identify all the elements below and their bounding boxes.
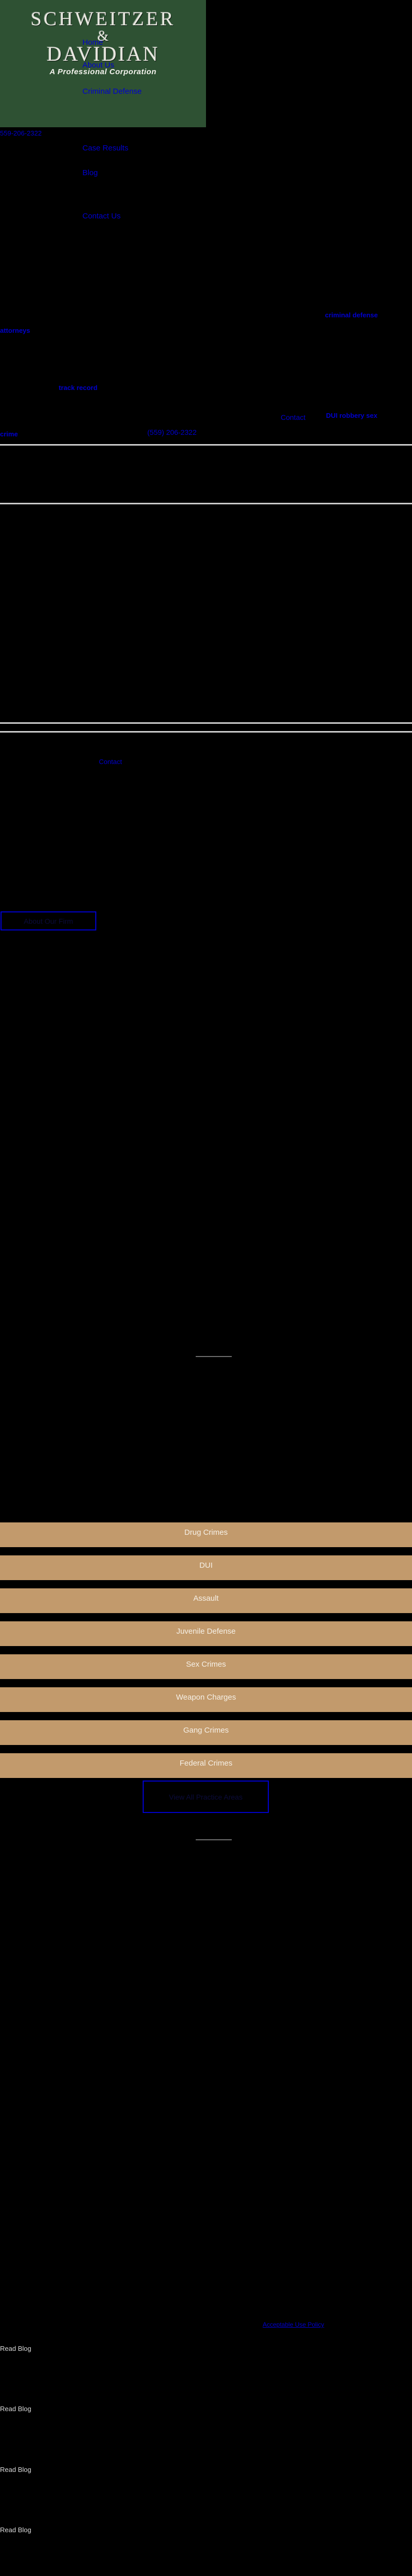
hero-phone-link[interactable]: (559) 206-2322 [147,428,197,436]
header-phone-link[interactable]: 559-206-2322 [0,129,42,137]
nav-item-home[interactable]: Home [82,38,104,47]
nav-item-about-us[interactable]: About Us [82,61,114,70]
firm-logo[interactable]: SCHWEITZER & DAVIDIAN A Professional Cor… [0,9,206,76]
read-blog-link[interactable]: Read Blog [0,2405,31,2413]
practice-area-sex-crimes[interactable]: Sex Crimes [0,1654,412,1679]
logo-line-davidian: DAVIDIAN [46,42,160,66]
practice-area-federal-crimes[interactable]: Federal Crimes [0,1753,412,1778]
divider-rule-1 [0,444,412,446]
divider-rule-2 [0,503,412,504]
nav-item-criminal-defense[interactable]: Criminal Defense [82,87,142,96]
top-bar [0,127,412,140]
hero-body-copy: Fresno criminal defense attorneys with a… [5,259,402,277]
nav-item-blog[interactable]: Blog [82,168,98,177]
hero-highlight-dui-robbery-sex[interactable]: DUI robbery sex [326,412,377,419]
hero-highlight-criminal-defense[interactable]: criminal defense [325,311,378,319]
logo-ampersand: & [97,28,109,44]
hero-highlight-track-record[interactable]: track record [59,384,98,392]
hero-highlight-attorneys[interactable]: attorneys [0,327,30,334]
masthead-banner: SCHWEITZER & DAVIDIAN A Professional Cor… [0,0,206,127]
about-our-firm-button[interactable]: About Our Firm [1,911,96,930]
case-results-divider [196,1839,232,1840]
contact-heading: Contact [281,413,306,421]
practice-area-gang-crimes[interactable]: Gang Crimes [0,1720,412,1745]
practice-area-juvenile-defense[interactable]: Juvenile Defense [0,1621,412,1646]
nav-item-case-results[interactable]: Case Results [82,144,129,152]
logo-line-schweitzer: SCHWEITZER [30,8,176,30]
read-blog-link[interactable]: Read Blog [0,2526,31,2534]
hero-highlight-crime[interactable]: crime [0,430,18,438]
practice-area-weapon-charges[interactable]: Weapon Charges [0,1687,412,1712]
acceptable-use-policy-link[interactable]: Acceptable Use Policy [263,2321,324,2328]
about-body-copy: Our firm has built its reputation on agg… [5,805,398,823]
read-blog-link[interactable]: Read Blog [0,2466,31,2473]
logo-tagline: A Professional Corporation [49,67,157,77]
practice-area-assault[interactable]: Assault [0,1588,412,1613]
view-all-practice-areas-button[interactable]: View All Practice Areas [143,1781,269,1813]
divider-rule-3 [0,722,412,724]
read-blog-link[interactable]: Read Blog [0,2345,31,2352]
mid-contact-link[interactable]: Contact [99,758,122,766]
nav-item-contact-us[interactable]: Contact Us [82,212,121,221]
testimonial-divider [196,1356,232,1357]
divider-rule-4 [0,731,412,733]
practice-area-dui[interactable]: DUI [0,1555,412,1580]
practice-area-drug-crimes[interactable]: Drug Crimes [0,1522,412,1547]
